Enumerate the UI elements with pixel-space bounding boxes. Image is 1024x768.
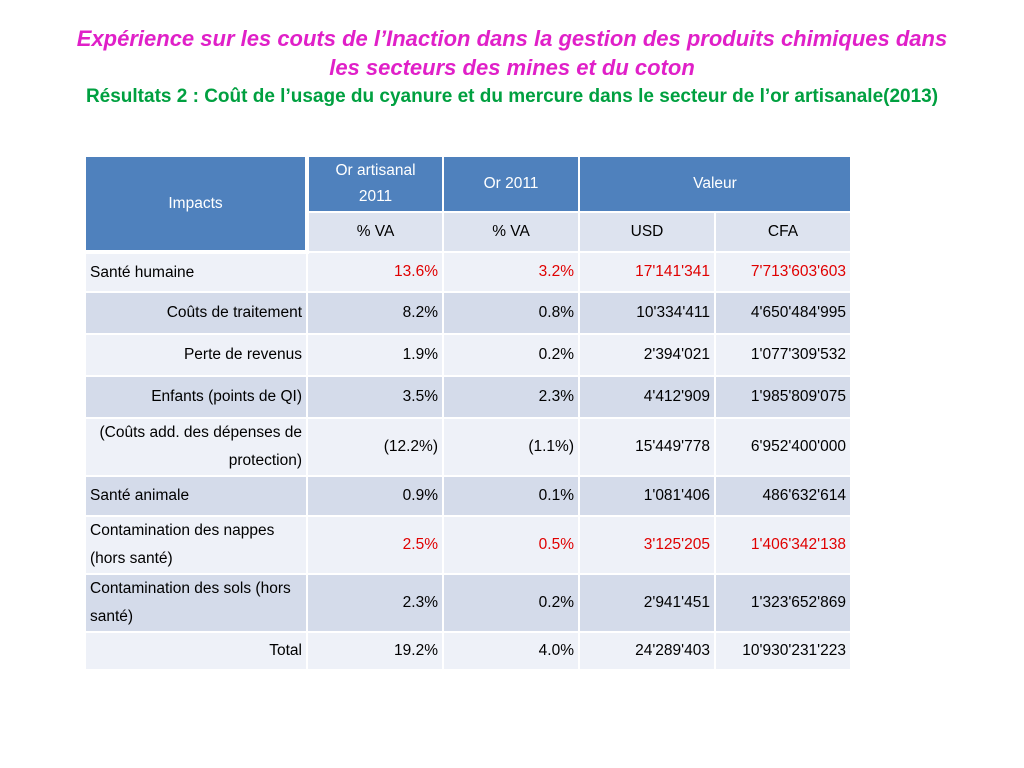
value-cell: 19.2%	[306, 631, 444, 671]
value-cell: 0.2%	[442, 573, 580, 633]
value-cell: 4.0%	[442, 631, 580, 671]
value-cell: 3.2%	[442, 251, 580, 293]
value-cell: (12.2%)	[306, 417, 444, 477]
unit-cell: CFA	[714, 211, 852, 253]
value-cell: 2.3%	[442, 375, 580, 419]
table-row: Perte de revenus 1.9% 0.2% 2'394'021 1'077'3…	[84, 333, 852, 377]
table-row: Total 19.2% 4.0% 24'289'403 10'930'231'223	[84, 631, 852, 671]
value-cell: 1'081'406	[578, 475, 716, 517]
value-cell: 6'952'400'000	[714, 417, 852, 477]
row-label: Contamination des nappes (hors santé)	[84, 515, 308, 575]
table-row: (Coûts add. des dépenses de protection)(…	[84, 417, 852, 477]
value-cell: 2.5%	[306, 515, 444, 575]
value-cell: 1'985'809'075	[714, 375, 852, 419]
row-label: Santé humaine	[84, 251, 308, 293]
table-row: Enfants (points de QI) 3.5% 2.3% 4'412'909 1…	[84, 375, 852, 419]
value-cell: 0.2%	[442, 333, 580, 377]
row-label: Coûts de traitement	[84, 291, 308, 335]
value-cell: 0.9%	[306, 475, 444, 517]
value-cell: 3'125'205	[578, 515, 716, 575]
slide-subtitle: Résultats 2 : Coût de l’usage du cyanure…	[85, 86, 939, 107]
value-cell: 13.6%	[306, 251, 444, 293]
row-label: Perte de revenus	[84, 333, 308, 377]
value-cell: 7'713'603'603	[714, 251, 852, 293]
value-cell: 2.3%	[306, 573, 444, 633]
slide-title: Expérience sur les couts de l’Inaction d…	[76, 26, 948, 80]
table-row: Coûts de traitement 8.2% 0.8% 10'334'411 4'6…	[84, 291, 852, 335]
table-row: Contamination des sols (hors santé) 2.3% 0…	[84, 573, 852, 633]
value-cell: 1'406'342'138	[714, 515, 852, 575]
unit-cell: % VA	[442, 211, 580, 253]
value-cell: 3.5%	[306, 375, 444, 419]
header-or-2011: Or 2011	[442, 155, 580, 213]
value-cell: 1.9%	[306, 333, 444, 377]
row-label: Contamination des sols (hors santé)	[84, 573, 308, 633]
row-label: Santé animale	[84, 475, 308, 517]
value-cell: 24'289'403	[578, 631, 716, 671]
value-cell: 0.8%	[442, 291, 580, 335]
header-or-artisanal: Or artisanal 2011	[306, 155, 444, 213]
value-cell: (1.1%)	[442, 417, 580, 477]
value-cell: 1'077'309'532	[714, 333, 852, 377]
table-row: Santé animale 0.9% 0.1% 1'081'406 486'632'61…	[84, 475, 852, 517]
value-cell: 4'412'909	[578, 375, 716, 419]
value-cell: 0.5%	[442, 515, 580, 575]
row-label: (Coûts add. des dépenses de protection)	[84, 417, 308, 477]
value-cell: 486'632'614	[714, 475, 852, 517]
table-row: Contamination des nappes (hors santé) 2.5…	[84, 515, 852, 575]
value-cell: 2'941'451	[578, 573, 716, 633]
value-cell: 1'323'652'869	[714, 573, 852, 633]
value-cell: 17'141'341	[578, 251, 716, 293]
unit-cell: % VA	[306, 211, 444, 253]
row-label: Total	[84, 631, 308, 671]
value-cell: 10'930'231'223	[714, 631, 852, 671]
value-cell: 0.1%	[442, 475, 580, 517]
results-table: Impacts Or artisanal 2011 Or 2011 Valeur…	[84, 155, 852, 671]
table-body: Santé humaine 13.6% 3.2% 17'141'341 7'713'60…	[84, 251, 852, 671]
row-label: Enfants (points de QI)	[84, 375, 308, 419]
header-impacts: Impacts	[84, 155, 309, 254]
header-valeur: Valeur	[578, 155, 852, 213]
value-cell: 2'394'021	[578, 333, 716, 377]
value-cell: 15'449'778	[578, 417, 716, 477]
slide-title-block: Expérience sur les couts de l’Inaction d…	[0, 24, 1024, 109]
value-cell: 4'650'484'995	[714, 291, 852, 335]
unit-cell: USD	[578, 211, 716, 253]
value-cell: 10'334'411	[578, 291, 716, 335]
table-row: Santé humaine 13.6% 3.2% 17'141'341 7'713'60…	[84, 251, 852, 293]
value-cell: 8.2%	[306, 291, 444, 335]
